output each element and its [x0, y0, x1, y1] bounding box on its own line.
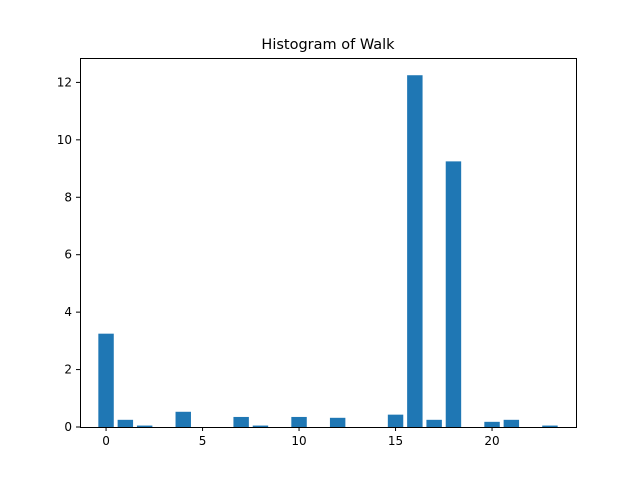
bar [136, 425, 153, 427]
bar [484, 421, 500, 427]
bars-group [98, 75, 558, 428]
bar [98, 333, 114, 427]
y-tick-label: 12 [57, 75, 72, 89]
y-tick-label: 0 [64, 420, 72, 434]
y-tick-label: 6 [64, 248, 72, 262]
y-tick-label: 4 [64, 305, 72, 319]
x-axis-ticks: 0 5 10 15 20 [102, 427, 500, 448]
bar [503, 419, 520, 427]
x-tick-label: 20 [484, 434, 499, 448]
y-tick-label: 10 [57, 133, 72, 147]
bar [387, 414, 404, 427]
y-axis-ticks: 0 2 4 6 8 10 12 [57, 75, 80, 434]
bar [445, 161, 462, 427]
x-tick-label: 5 [199, 434, 207, 448]
y-tick-label: 8 [64, 190, 72, 204]
bar [291, 416, 307, 427]
bar [117, 419, 134, 427]
x-tick-label: 10 [291, 434, 306, 448]
bar [252, 425, 269, 427]
x-tick-label: 0 [102, 434, 110, 448]
bar [542, 425, 558, 427]
chart-title: Histogram of Walk [261, 37, 395, 53]
bar [329, 417, 346, 427]
bar [233, 416, 249, 427]
bar [175, 411, 191, 427]
y-tick-label: 2 [64, 363, 72, 377]
x-tick-label: 15 [388, 434, 403, 448]
bar [407, 75, 423, 428]
axes-frame [80, 58, 577, 428]
bar [426, 419, 442, 427]
